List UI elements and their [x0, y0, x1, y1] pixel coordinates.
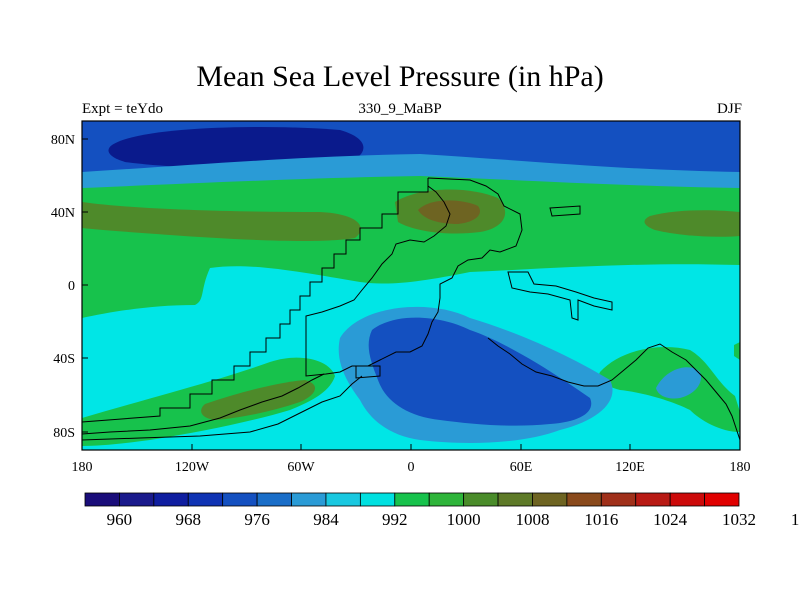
coastline-south-island — [355, 365, 381, 379]
season-label: DJF — [716, 101, 742, 117]
colorbar-label: 992 — [382, 510, 408, 529]
colorbar-label: 1000 — [447, 510, 481, 529]
x-tick-label: 120W — [175, 460, 210, 475]
colorbar-box — [566, 492, 602, 507]
colorbar-box — [428, 492, 465, 507]
field-north-high-band — [82, 170, 740, 318]
colorbar-box — [119, 492, 155, 507]
field-south-low-east — [656, 367, 702, 399]
y-tick-labels: 80N 40N 0 40S 80S — [51, 133, 75, 441]
colorbar-box — [222, 492, 258, 507]
colorbar-label: 1016 — [584, 510, 618, 529]
x-tick-label: 60E — [510, 460, 533, 475]
y-tick-label: 0 — [68, 279, 75, 294]
colorbar-box — [669, 492, 705, 507]
map-title: Mean Sea Level Pressure (in hPa) — [196, 60, 604, 93]
colorbar-box — [359, 492, 396, 507]
colorbar-label: 1040 — [791, 510, 800, 529]
colorbar-box — [600, 492, 637, 507]
colorbar-box — [291, 492, 327, 507]
colorbar-box — [84, 492, 120, 507]
colorbar-box — [256, 492, 292, 507]
pressure-field — [82, 121, 740, 450]
experiment-label: Expt = teYdo — [82, 101, 163, 117]
colorbar-box — [532, 492, 568, 507]
field-south-high-edge — [734, 342, 740, 360]
x-tick-label: 120E — [615, 460, 645, 475]
colorbar-label: 1024 — [653, 510, 688, 529]
field-south-low — [368, 317, 592, 426]
colorbar-box — [635, 492, 671, 507]
field-south-high-belt-core — [201, 380, 316, 420]
coastlines — [81, 177, 741, 441]
colorbar-label: 1008 — [515, 510, 549, 529]
x-tick-label: 0 — [408, 460, 415, 475]
colorbar-box — [394, 492, 430, 507]
colorbar-box — [153, 492, 189, 507]
x-tick-label: 180 — [730, 460, 751, 475]
colorbar: 960 968 976 984 992 1000 1008 1016 1024 1032 1040 — [84, 492, 800, 529]
x-tick-label: 180 — [72, 460, 93, 475]
x-tick-labels: 180 120W 60W 0 60E 120E 180 — [72, 460, 751, 475]
colorbar-label: 976 — [244, 510, 270, 529]
y-tick-label: 40N — [51, 206, 75, 221]
field-south-high-belt — [82, 357, 335, 446]
colorbar-label: 968 — [176, 510, 202, 529]
coastline-main-landmass — [81, 178, 429, 423]
colorbar-label: 960 — [107, 510, 133, 529]
y-tick-label: 80N — [51, 133, 75, 148]
colorbar-box — [325, 492, 361, 507]
colorbar-box — [704, 492, 740, 507]
coastline-gondwana — [487, 337, 741, 441]
coastline-laurasia — [305, 177, 523, 377]
y-tick-label: 80S — [53, 426, 75, 441]
x-tick-label: 60W — [287, 460, 315, 475]
field-north-high-east — [644, 210, 740, 237]
colorbar-label: 1032 — [722, 510, 756, 529]
colorbar-box — [497, 492, 533, 507]
colorbar-box — [187, 492, 224, 507]
field-north-high-west — [82, 202, 361, 242]
period-label: 330_9_MaBP — [358, 101, 442, 117]
field-north-mid-low — [82, 154, 740, 188]
coastline-east-peninsula — [507, 271, 613, 321]
colorbar-box — [463, 492, 499, 507]
y-tick-label: 40S — [53, 352, 75, 367]
colorbar-label: 984 — [313, 510, 339, 529]
coastline-north-island — [549, 205, 581, 217]
axis-ticks — [81, 138, 741, 450]
coastline-southwest-margin — [81, 373, 363, 441]
